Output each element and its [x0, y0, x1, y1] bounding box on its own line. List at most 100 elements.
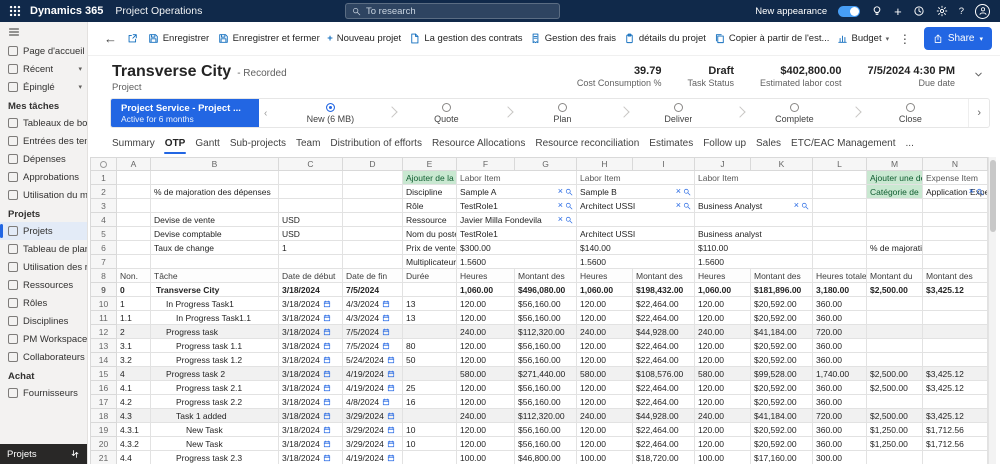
total-hours-cell[interactable]: 360.00: [812, 380, 867, 395]
bpf-active-stage-chip[interactable]: Project Service - Project ... Active for…: [111, 99, 259, 127]
header-hours[interactable]: Heures: [694, 268, 751, 283]
hours-cell[interactable]: 580.00: [576, 366, 633, 381]
amount-cell[interactable]: $56,160.00: [514, 310, 577, 325]
multiplier-cell[interactable]: 1.5600: [576, 254, 695, 269]
task-number-cell[interactable]: 4.3.2: [116, 436, 151, 451]
clear-icon[interactable]: [558, 186, 563, 196]
total-hours-cell[interactable]: 3,180.00: [812, 282, 867, 297]
expense-cost-cell[interactable]: $2,500.00: [866, 408, 923, 423]
end-date-cell[interactable]: 4/3/2024: [342, 296, 403, 311]
total-hours-cell[interactable]: 720.00: [812, 408, 867, 423]
amount-cell[interactable]: $112,320.00: [514, 408, 577, 423]
sidebar-item[interactable]: Fournisseurs: [0, 384, 87, 402]
expense-cost-cell[interactable]: $2,500.00: [866, 366, 923, 381]
expense-cost-cell[interactable]: $1,250.00: [866, 436, 923, 451]
exchange-rate-value-cell[interactable]: 1: [278, 240, 343, 255]
new-project-button[interactable]: + Nouveau projet: [323, 27, 403, 51]
hours-cell[interactable]: 120.00: [576, 380, 633, 395]
save-button[interactable]: Enregistrer: [144, 27, 212, 51]
amount-cell[interactable]: $20,592.00: [750, 338, 813, 353]
amount-cell[interactable]: $22,464.00: [632, 394, 695, 409]
tab[interactable]: ...: [902, 134, 918, 155]
expense-cost-cell[interactable]: $1,250.00: [866, 422, 923, 437]
clear-icon[interactable]: [794, 200, 799, 210]
grid-cell[interactable]: [116, 254, 151, 269]
amount-cell[interactable]: $22,464.00: [632, 436, 695, 451]
hours-cell[interactable]: 120.00: [576, 338, 633, 353]
row-number[interactable]: 21: [90, 450, 117, 464]
end-date-cell[interactable]: 5/24/2024: [342, 352, 403, 367]
role-label-cell[interactable]: Rôle: [402, 198, 457, 213]
row-number[interactable]: 1: [90, 170, 117, 185]
discipline-lookup-cell[interactable]: Sample A: [456, 184, 577, 199]
exchange-rate-label-cell[interactable]: Taux de change: [150, 240, 279, 255]
row-number[interactable]: 7: [90, 254, 117, 269]
amount-cell[interactable]: $56,160.00: [514, 380, 577, 395]
column-header[interactable]: E: [402, 157, 457, 171]
start-date-cell[interactable]: 3/18/2024: [278, 324, 343, 339]
expense-management-button[interactable]: Gestion des frais: [526, 27, 618, 51]
task-number-cell[interactable]: 1.1: [116, 310, 151, 325]
grid-cell[interactable]: [278, 198, 343, 213]
markup-label-cell[interactable]: % de majoration: [866, 240, 923, 255]
amount-cell[interactable]: $18,720.00: [632, 450, 695, 464]
column-header[interactable]: C: [278, 157, 343, 171]
header-expense-cost[interactable]: Montant du: [866, 268, 923, 283]
lookup-search-icon[interactable]: [565, 216, 573, 224]
plus-icon[interactable]: +: [894, 3, 902, 19]
hours-cell[interactable]: 580.00: [694, 366, 751, 381]
start-date-cell[interactable]: 3/18/2024: [278, 338, 343, 353]
start-date-cell[interactable]: 3/18/2024: [278, 380, 343, 395]
hours-cell[interactable]: 100.00: [694, 450, 751, 464]
hours-cell[interactable]: 120.00: [694, 352, 751, 367]
grid-cell[interactable]: [342, 254, 403, 269]
lookup-search-icon[interactable]: [801, 202, 809, 210]
total-hours-cell[interactable]: 360.00: [812, 422, 867, 437]
grid-cell[interactable]: [116, 170, 151, 185]
grid-cell[interactable]: [922, 198, 988, 213]
column-header[interactable]: K: [750, 157, 813, 171]
bpf-stage[interactable]: Complete: [736, 99, 852, 127]
column-header[interactable]: L: [812, 157, 867, 171]
labor-item-header-cell[interactable]: Labor Item: [456, 170, 577, 185]
end-date-cell[interactable]: 4/19/2024: [342, 450, 403, 464]
end-date-cell[interactable]: 3/29/2024: [342, 422, 403, 437]
duration-cell[interactable]: 25: [402, 380, 457, 395]
grid-cell[interactable]: [116, 240, 151, 255]
grid-cell[interactable]: [694, 184, 813, 199]
row-number[interactable]: 11: [90, 310, 117, 325]
end-date-cell[interactable]: 7/5/2024: [342, 282, 403, 297]
start-date-cell[interactable]: 3/18/2024: [278, 310, 343, 325]
app-name[interactable]: Project Operations: [115, 5, 203, 17]
hours-cell[interactable]: 120.00: [694, 436, 751, 451]
lookup-search-icon[interactable]: [683, 202, 691, 210]
tab[interactable]: Resource reconciliation: [531, 134, 643, 155]
grid-cell[interactable]: [342, 170, 403, 185]
header-end-date[interactable]: Date de fin: [342, 268, 403, 283]
sidebar-item[interactable]: Tableaux de bord: [0, 114, 87, 132]
amount-cell[interactable]: $22,464.00: [632, 352, 695, 367]
total-hours-cell[interactable]: 360.00: [812, 394, 867, 409]
sales-price-cell[interactable]: $300.00: [456, 240, 577, 255]
bpf-stage[interactable]: Close: [852, 99, 968, 127]
tab[interactable]: Team: [292, 134, 324, 155]
sidebar-item[interactable]: Ressources: [0, 276, 87, 294]
end-date-cell[interactable]: 4/3/2024: [342, 310, 403, 325]
row-number[interactable]: 9: [90, 282, 117, 297]
task-name-cell[interactable]: Progress task 2.1: [150, 380, 279, 395]
start-date-cell[interactable]: 3/18/2024: [278, 352, 343, 367]
sidebar-item[interactable]: Utilisation des res...: [0, 258, 87, 276]
row-number[interactable]: 19: [90, 422, 117, 437]
grid-cell[interactable]: [922, 240, 988, 255]
bpf-stage[interactable]: Quote: [388, 99, 504, 127]
row-number[interactable]: 17: [90, 394, 117, 409]
hours-cell[interactable]: 120.00: [694, 338, 751, 353]
task-number-cell[interactable]: 4.2: [116, 394, 151, 409]
start-date-cell[interactable]: 3/18/2024: [278, 436, 343, 451]
grid-cell[interactable]: [150, 198, 279, 213]
hours-cell[interactable]: 120.00: [456, 394, 515, 409]
hours-cell[interactable]: 240.00: [694, 408, 751, 423]
grid-cell[interactable]: [812, 170, 867, 185]
sidebar-item[interactable]: Récent: [0, 60, 87, 78]
grid-cell[interactable]: [116, 184, 151, 199]
